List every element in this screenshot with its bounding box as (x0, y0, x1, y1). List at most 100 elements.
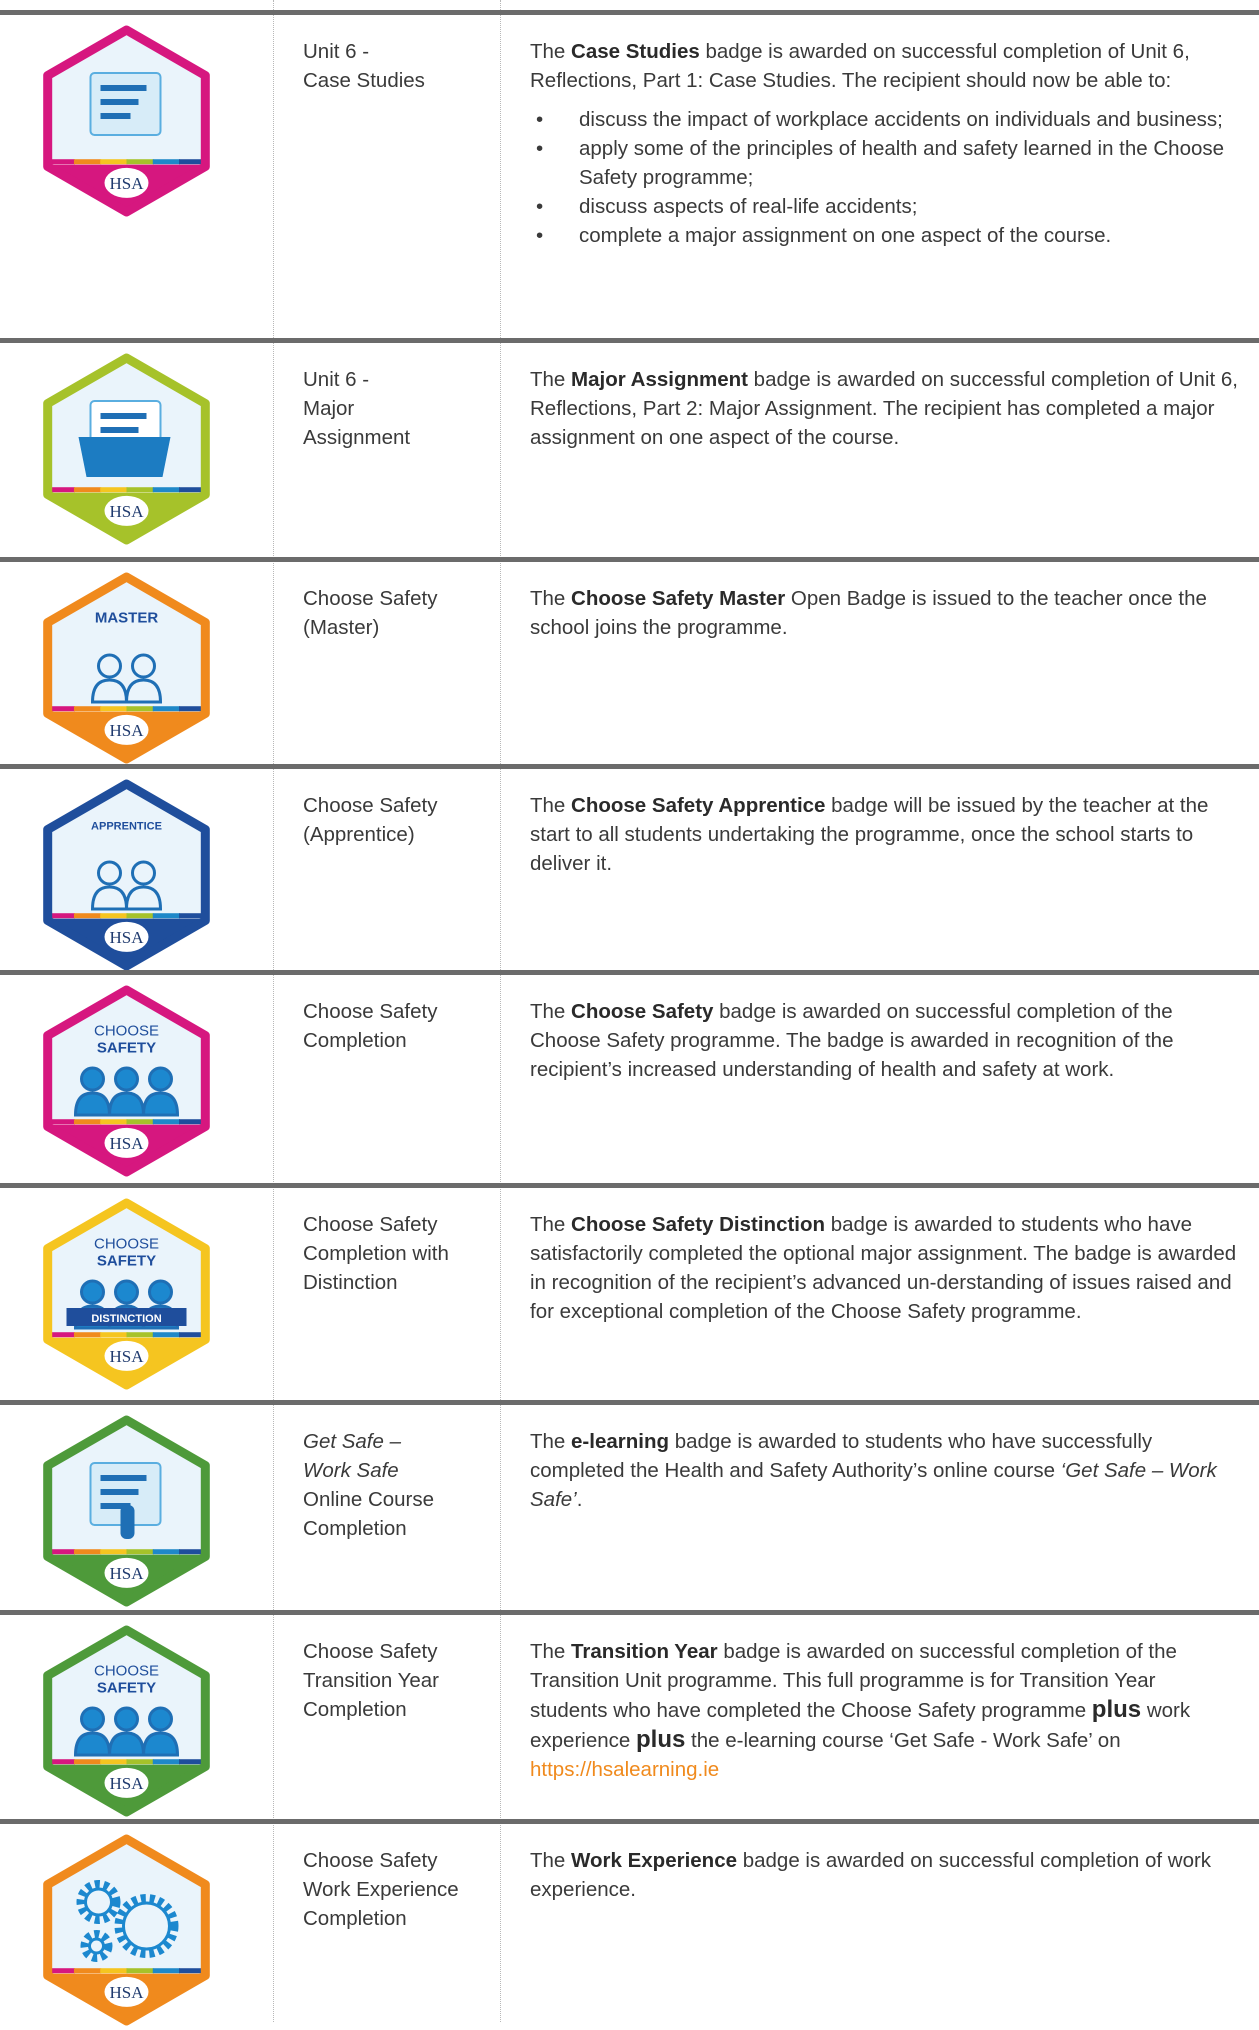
logo-circle (104, 1340, 149, 1371)
text-run: Unit 6 - (303, 368, 370, 391)
stripe (179, 1332, 206, 1338)
column-divider (500, 0, 501, 2022)
badge-name: Choose Safety Work Experience Completion (303, 1846, 493, 1933)
badge-description: The e-learning badge is awarded to stude… (530, 1427, 1238, 1514)
icon-shape (88, 1937, 105, 1955)
stripe (73, 1332, 102, 1338)
icon-shape (80, 1930, 113, 1962)
logo-circle (104, 495, 149, 526)
name-line: Unit 6 - (303, 365, 493, 394)
text-run: Choose Safety Apprentice (571, 794, 826, 817)
text-run: Completion (303, 1907, 407, 1930)
text-run: Choose Safety (303, 1849, 438, 1872)
badge-border (43, 1834, 210, 2026)
text-run: Open Badge is issued to the teacher once… (530, 587, 1207, 639)
text-run: Choose Safety Distinction (571, 1213, 826, 1236)
logo-text: HSA (109, 1774, 144, 1793)
stripe (100, 1119, 128, 1125)
badge-border (43, 1625, 210, 1817)
badge-label: CHOOSE (94, 1023, 159, 1040)
stripe (47, 706, 75, 712)
icon-shape (80, 1706, 105, 1732)
stripe (126, 706, 154, 712)
stripe (100, 1759, 128, 1765)
badge-label: CHOOSE (94, 1663, 159, 1680)
badge-row: CHOOSE SAFETY HSA Choose Safety Completion Th… (0, 970, 1259, 1183)
logo-text: HSA (109, 1983, 144, 2002)
stripe (100, 706, 128, 712)
stripe (126, 1119, 154, 1125)
text-run: The (530, 1849, 572, 1872)
text-run: badge is awarded on successful completio… (530, 1000, 1174, 1081)
icon-shape (148, 1279, 173, 1305)
text-run: Choose Safety (571, 1000, 714, 1023)
badge-icon: MASTER HSA (43, 572, 210, 764)
name-line: Case Studies (303, 66, 493, 95)
icon-shape (124, 885, 163, 911)
icon-shape (76, 1880, 121, 1924)
icon-shape (114, 1706, 139, 1732)
text-run: Completion (303, 1517, 407, 1540)
icon-shape (97, 860, 122, 886)
stripe (73, 913, 102, 919)
text-run: Choose Safety (303, 587, 438, 610)
text-run: The (530, 1000, 572, 1023)
logo-text: HSA (109, 174, 144, 193)
text-run: the e-learning course ‘Get Safe - Work S… (685, 1729, 1121, 1752)
text-run: The (530, 368, 572, 391)
badge-description: The Work Experience badge is awarded on … (530, 1846, 1238, 1904)
stripe (179, 1759, 206, 1765)
text-run: . (576, 1488, 583, 1511)
icon-shape (80, 1066, 105, 1092)
text-run: Choose Safety (303, 794, 438, 817)
stripe (47, 159, 75, 165)
icon-shape (148, 1706, 173, 1732)
logo-circle (104, 1127, 149, 1158)
text-run: Transition Year (303, 1669, 439, 1692)
text-run: Major (303, 397, 355, 420)
bullet-list: discuss the impact of workplace accident… (530, 105, 1238, 250)
stripe (152, 159, 181, 165)
stripe (73, 1549, 102, 1555)
name-line: Completion (303, 1695, 493, 1724)
badge-row: HSA Unit 6 - Case Studies The Case Studies … (0, 10, 1259, 338)
icon-shape (73, 1731, 112, 1757)
name-line: Choose Safety (303, 791, 493, 820)
logo-circle (104, 1557, 149, 1588)
icon-shape (114, 1066, 139, 1092)
paragraph: The Work Experience badge is awarded on … (530, 1846, 1238, 1904)
stripe (100, 913, 128, 919)
stripe (47, 1332, 75, 1338)
stripe (179, 487, 206, 493)
stripe (152, 706, 181, 712)
badge-icon: HSA (43, 353, 210, 545)
stripe (152, 1968, 181, 1974)
stripe (179, 706, 206, 712)
stripe (126, 913, 154, 919)
text-run: Work Safe (303, 1459, 399, 1482)
badge-icon: HSA (43, 25, 210, 217)
icon-shape (114, 1279, 139, 1305)
stripe (179, 1968, 206, 1974)
text-run: badge is awarded to students who have sa… (530, 1213, 1237, 1323)
paragraph: The e-learning badge is awarded to stude… (530, 1427, 1238, 1514)
bullet-item: discuss the impact of workplace accident… (530, 105, 1238, 134)
stripe (126, 1968, 154, 1974)
stripe (126, 1332, 154, 1338)
name-line: Get Safe – (303, 1427, 493, 1456)
text-run: The (530, 1640, 572, 1663)
paragraph: The Choose Safety Master Open Badge is i… (530, 584, 1238, 642)
name-line: (Master) (303, 613, 493, 642)
stripe (152, 1119, 181, 1125)
stripe (73, 1119, 102, 1125)
text-run: badge is awarded on successful completio… (530, 1849, 1212, 1901)
badge-name: Unit 6 - Case Studies (303, 37, 493, 95)
icon-shape (131, 860, 156, 886)
badge-icon: APPRENTICE HSA (43, 779, 210, 971)
badge-icon: HSA (43, 1834, 210, 2026)
text-run: plus (635, 1726, 686, 1753)
icon-shape (100, 1503, 131, 1509)
logo-text: HSA (109, 1564, 144, 1583)
badge-description: The Choose Safety Distinction badge is a… (530, 1210, 1238, 1326)
